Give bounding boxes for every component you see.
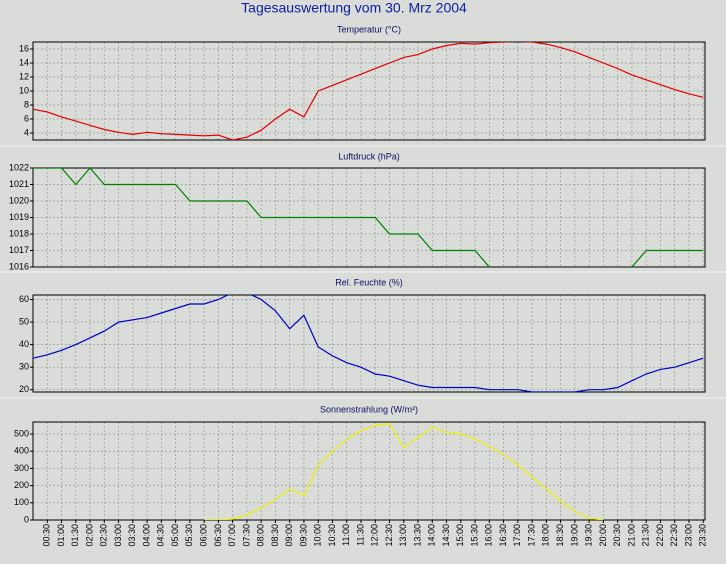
y-tick-label: 20 [19, 384, 29, 394]
y-tick-label: 300 [14, 463, 29, 473]
y-tick-label: 200 [14, 480, 29, 490]
x-tick-label: 18:00 [541, 524, 551, 547]
y-tick-label: 4 [24, 127, 29, 137]
x-tick-label: 19:30 [584, 524, 594, 547]
x-tick-label: 10:00 [313, 524, 323, 547]
x-tick-label: 05:30 [184, 524, 194, 547]
y-tick-label: 14 [19, 57, 29, 67]
x-tick-label: 13:30 [412, 524, 422, 547]
x-tick-label: 10:30 [327, 524, 337, 547]
x-tick-label: 00:30 [42, 524, 52, 547]
x-tick-label: 14:00 [427, 524, 437, 547]
y-tick-label: 400 [14, 446, 29, 456]
y-tick-label: 1021 [9, 179, 29, 189]
x-tick-label: 01:00 [56, 524, 66, 547]
x-tick-label: 06:30 [213, 524, 223, 547]
panel-title: Rel. Feuchte (%) [335, 277, 403, 287]
line-series [204, 423, 604, 520]
x-tick-label: 08:30 [270, 524, 280, 547]
x-tick-label: 18:30 [555, 524, 565, 547]
y-tick-label: 60 [19, 294, 29, 304]
x-tick-label: 11:00 [341, 524, 351, 546]
y-tick-label: 100 [14, 497, 29, 507]
y-tick-label: 50 [19, 316, 29, 326]
panel-title: Sonnenstrahlung (W/m²) [320, 404, 418, 414]
x-tick-label: 22:30 [669, 524, 679, 547]
x-tick-label: 20:30 [612, 524, 622, 547]
plot-frame [32, 167, 706, 268]
x-tick-label: 21:00 [626, 524, 636, 547]
y-tick-label: 1017 [9, 245, 29, 255]
y-tick-label: 1018 [9, 228, 29, 238]
plot-frame [32, 294, 706, 393]
x-tick-label: 21:30 [641, 524, 651, 547]
y-tick-label: 10 [19, 85, 29, 95]
x-tick-label: 02:30 [99, 524, 109, 547]
x-tick-label: 03:00 [113, 524, 123, 547]
y-tick-label: 1019 [9, 212, 29, 222]
panel-title: Luftdruck (hPa) [338, 151, 400, 161]
x-tick-label: 11:30 [355, 524, 365, 546]
x-tick-label: 06:00 [198, 524, 208, 547]
x-tick-label: 04:30 [156, 524, 166, 547]
x-tick-label: 12:30 [384, 524, 394, 547]
panel-title: Temperatur (°C) [337, 24, 401, 34]
y-tick-label: 8 [24, 99, 29, 109]
plot-frame [32, 421, 706, 521]
y-tick-label: 6 [24, 113, 29, 123]
y-tick-label: 30 [19, 362, 29, 372]
line-series [33, 295, 704, 392]
x-tick-label: 05:00 [170, 524, 180, 547]
x-tick-label: 02:00 [84, 524, 94, 547]
x-tick-label: 09:00 [284, 524, 294, 547]
y-tick-label: 1022 [9, 162, 29, 172]
line-series [33, 168, 704, 267]
page-title: Tagesauswertung vom 30. Mrz 2004 [241, 0, 467, 16]
x-tick-label: 07:00 [227, 524, 237, 547]
x-tick-label: 23:00 [683, 524, 693, 547]
y-tick-label: 40 [19, 339, 29, 349]
y-tick-label: 1016 [9, 261, 29, 271]
x-tick-label: 16:30 [498, 524, 508, 547]
plot-frame [32, 41, 706, 141]
x-tick-label: 16:00 [484, 524, 494, 547]
x-tick-label: 15:00 [455, 524, 465, 547]
x-tick-label: 09:30 [298, 524, 308, 547]
line-series [33, 42, 704, 140]
y-tick-label: 12 [19, 71, 29, 81]
x-tick-label: 04:00 [141, 524, 151, 547]
x-tick-label: 20:00 [598, 524, 608, 547]
x-tick-label: 17:00 [512, 524, 522, 547]
x-tick-label: 23:30 [698, 524, 708, 547]
x-tick-label: 01:30 [70, 524, 80, 547]
x-tick-label: 07:30 [241, 524, 251, 547]
y-tick-label: 1020 [9, 195, 29, 205]
x-tick-label: 12:00 [370, 524, 380, 547]
y-tick-label: 16 [19, 43, 29, 53]
x-tick-label: 13:00 [398, 524, 408, 547]
x-tick-label: 19:00 [569, 524, 579, 547]
x-tick-label: 08:00 [256, 524, 266, 547]
x-tick-label: 15:30 [469, 524, 479, 547]
x-tick-label: 14:30 [441, 524, 451, 547]
x-tick-label: 03:30 [127, 524, 137, 547]
x-tick-label: 22:00 [655, 524, 665, 547]
y-tick-label: 500 [14, 428, 29, 438]
x-tick-label: 17:30 [526, 524, 536, 547]
y-tick-label: 0 [24, 514, 29, 524]
